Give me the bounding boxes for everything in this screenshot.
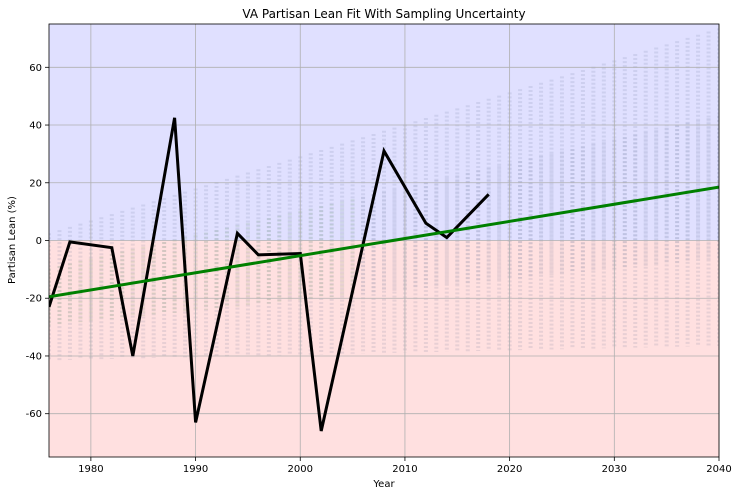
x-axis-ticks: 1980 1990 2000 2010 2020 2030 2040 xyxy=(78,457,732,475)
series-line-1 xyxy=(49,185,719,299)
x-tick-label: 2010 xyxy=(392,464,417,475)
x-axis-label: Year xyxy=(372,479,395,490)
x-tick-label: 2020 xyxy=(497,464,522,475)
x-tick-label: 2030 xyxy=(602,464,627,475)
series-line-0 xyxy=(49,117,490,432)
y-tick-label: 0 xyxy=(36,236,42,247)
y-tick-label: -20 xyxy=(26,294,42,305)
series-lines xyxy=(49,117,719,432)
x-tick-label: 2040 xyxy=(706,464,731,475)
chart-title: VA Partisan Lean Fit With Sampling Uncer… xyxy=(242,7,525,21)
x-tick-label: 2000 xyxy=(288,464,313,475)
x-tick-label: 1980 xyxy=(78,464,103,475)
y-axis-ticks: -60 -40 -20 0 20 40 60 xyxy=(26,63,49,420)
y-tick-label: -60 xyxy=(26,409,42,420)
y-tick-label: 40 xyxy=(29,121,42,132)
y-tick-label: 60 xyxy=(29,63,42,74)
background-region-1 xyxy=(49,240,719,457)
y-axis-label: Partisan Lean (%) xyxy=(7,196,18,284)
y-tick-label: -40 xyxy=(26,351,42,362)
y-tick-label: 20 xyxy=(29,178,42,189)
x-tick-label: 1990 xyxy=(183,464,208,475)
